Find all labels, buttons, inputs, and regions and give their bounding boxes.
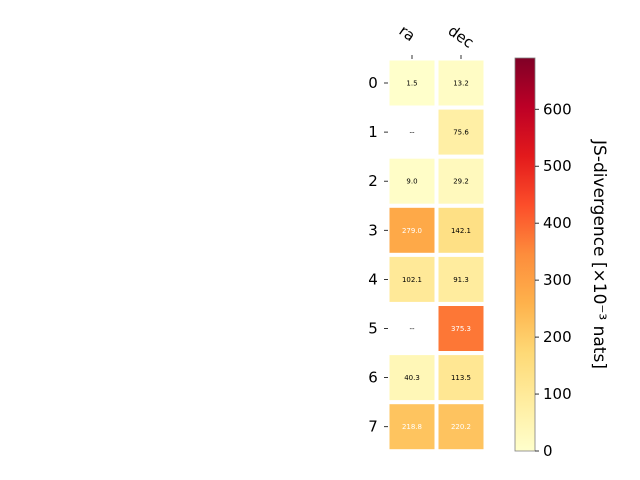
colorbar-tick-label-500: 500	[543, 157, 572, 175]
colorbar-tick-label-300: 300	[543, 271, 572, 289]
cell-label-6-ra: 40.3	[404, 374, 420, 382]
cell-label-5-ra: --	[409, 325, 415, 333]
colorbar-tick-label-400: 400	[543, 214, 572, 232]
heatmap-cell-6-ra	[389, 355, 435, 401]
row-label-1: 1	[368, 123, 378, 141]
heatmap-cell-3-dec	[438, 207, 484, 253]
cell-label-5-dec: 375.3	[451, 325, 471, 333]
cell-label-1-ra: --	[409, 129, 415, 137]
colorbar-tick-label-200: 200	[543, 328, 572, 346]
heatmap-cells: 1.5 13.2 -- 75.6 9.0 29.2 279.0 142.1 102.1 91.3 -…	[389, 60, 484, 450]
cell-label-7-ra: 218.8	[402, 423, 422, 431]
heatmap-cell-0-ra	[389, 60, 435, 106]
cell-label-6-dec: 113.5	[451, 374, 471, 382]
row-label-0: 0	[368, 74, 378, 92]
heatmap-cell-4-ra	[389, 256, 435, 302]
colorbar-tick-label-600: 600	[543, 100, 572, 118]
cell-label-1-dec: 75.6	[453, 129, 469, 137]
heatmap-cell-6-dec	[438, 355, 484, 401]
row-label-6: 6	[368, 369, 378, 387]
cell-label-2-ra: 9.0	[406, 178, 417, 186]
cell-label-0-ra: 1.5	[406, 80, 417, 88]
cell-label-0-dec: 13.2	[453, 80, 469, 88]
heatmap-cell-3-ra	[389, 207, 435, 253]
cell-label-3-dec: 142.1	[451, 227, 471, 235]
row-tick-labels: 0 1 2 3 4 5 6 7	[368, 74, 388, 436]
row-label-7: 7	[368, 418, 378, 436]
colorbar: 0 100 200 300 400 500 600 JS-divergence [×10⁻³ …	[514, 57, 609, 460]
cell-label-7-dec: 220.2	[451, 423, 471, 431]
heatmap-cell-2-ra	[389, 158, 435, 204]
column-label-dec: dec	[445, 22, 477, 52]
row-label-2: 2	[368, 172, 378, 190]
colorbar-tick-label-0: 0	[543, 442, 553, 460]
cell-label-4-dec: 91.3	[453, 276, 469, 284]
heatmap-cell-2-dec	[438, 158, 484, 204]
colorbar-tick-label-100: 100	[543, 385, 572, 403]
heatmap-cell-7-dec	[438, 404, 484, 450]
heatmap-cell-5-dec	[438, 306, 484, 351]
heatmap-cell-1-dec	[438, 109, 484, 155]
row-label-4: 4	[368, 270, 378, 288]
row-label-5: 5	[368, 320, 378, 338]
heatmap-cell-7-ra	[389, 404, 435, 450]
colorbar-label: JS-divergence [×10⁻³ nats]	[589, 139, 609, 369]
column-label-ra: ra	[396, 22, 419, 46]
heatmap-cell-4-dec	[438, 256, 484, 302]
cell-label-3-ra: 279.0	[402, 227, 422, 235]
colorbar-gradient	[514, 57, 536, 452]
heatmap-cell-0-dec	[438, 60, 484, 106]
row-label-3: 3	[368, 221, 378, 239]
column-tick-labels: ra dec	[396, 22, 477, 59]
cell-label-4-ra: 102.1	[402, 276, 422, 284]
cell-label-2-dec: 29.2	[453, 178, 469, 186]
